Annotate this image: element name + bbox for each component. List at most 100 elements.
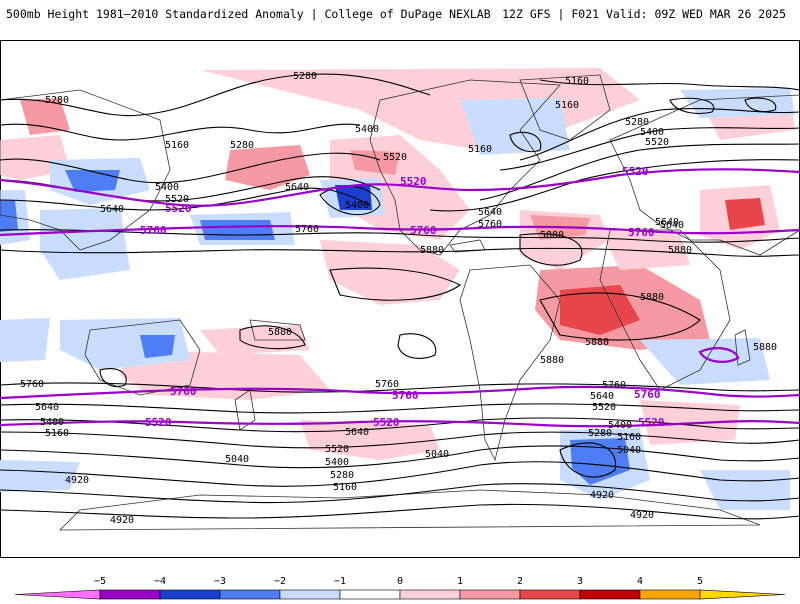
contour-label: 5880 bbox=[540, 230, 564, 241]
contour-line bbox=[0, 152, 381, 184]
model-run-info: 12Z GFS | F021 Valid: 09Z WED MAR 26 202… bbox=[502, 7, 786, 21]
colorbar-tick-label: −1 bbox=[334, 576, 346, 587]
contour-label: 5880 bbox=[585, 337, 609, 348]
contour-line bbox=[0, 382, 800, 393]
anomaly-negative-shade bbox=[200, 220, 275, 240]
contour-label-highlight: 5520 bbox=[373, 416, 400, 429]
contour-label: 5520 bbox=[645, 137, 669, 148]
colorbar-svg: −5 −4 −3 −2 −1 0 1 2 3 4 5 bbox=[14, 576, 786, 600]
anomaly-negative-shade bbox=[570, 438, 630, 485]
coastline-eurasia bbox=[609, 94, 800, 256]
contour-label: 5880 bbox=[540, 355, 564, 366]
contour-label: 5760 bbox=[602, 380, 626, 391]
contour-label-highlight: 5760 bbox=[170, 385, 197, 398]
colorbar-segment bbox=[459, 589, 521, 600]
colorbar-tick-label: 5 bbox=[697, 576, 703, 587]
contour-label: 5280 bbox=[45, 95, 69, 106]
contour-line bbox=[559, 442, 617, 478]
contour-label: 5400 bbox=[345, 200, 369, 211]
contour-label-highlight: 5760 bbox=[628, 226, 655, 239]
colorbar-tick-label: 1 bbox=[457, 576, 463, 587]
anomaly-negative-shade bbox=[0, 200, 18, 232]
contour-label: 5160 bbox=[555, 100, 579, 111]
contour-line bbox=[329, 267, 462, 301]
coastline-antarctica bbox=[59, 489, 761, 531]
anomaly-positive-shade bbox=[300, 420, 440, 460]
contour-label: 5040 bbox=[225, 454, 249, 465]
contour-label: 5760 bbox=[295, 224, 319, 235]
contour-label-highlight: 5760 bbox=[634, 388, 661, 401]
anomaly-negative-shade bbox=[460, 98, 570, 155]
contour-line bbox=[429, 159, 800, 212]
contour-line bbox=[0, 229, 800, 243]
anomaly-positive-shade bbox=[225, 145, 310, 190]
contour-5520-south bbox=[0, 420, 800, 428]
contour-label: 5040 bbox=[425, 449, 449, 460]
contour-label: 4920 bbox=[590, 490, 614, 501]
anomaly-negative-shade bbox=[0, 460, 80, 492]
anomaly-negative-shade bbox=[40, 208, 130, 280]
coastline-islands bbox=[249, 319, 306, 341]
contour-line bbox=[539, 292, 701, 341]
contour-label: 5640 bbox=[590, 391, 614, 402]
contour-label: 5280 bbox=[588, 428, 612, 439]
contour-label-highlight: 5760 bbox=[410, 224, 437, 237]
contour-label: 5280 bbox=[230, 140, 254, 151]
contour-label-highlight: 5520 bbox=[638, 416, 665, 429]
contour-label: 5880 bbox=[640, 292, 664, 303]
contour-line bbox=[0, 73, 431, 117]
contour-label: 5640 bbox=[285, 182, 309, 193]
contour-label-highlight: 5520 bbox=[400, 175, 427, 188]
contour-line bbox=[669, 97, 715, 115]
contour-label: 5640 bbox=[660, 220, 684, 231]
contour-label: 5880 bbox=[268, 327, 292, 338]
anomaly-positive-shade bbox=[320, 240, 460, 305]
colorbar-tick-label: 4 bbox=[637, 576, 643, 587]
coastline-asia-west bbox=[0, 89, 171, 251]
coastline-north-america bbox=[369, 79, 561, 256]
contour-label: 4920 bbox=[630, 510, 654, 521]
contour-label-highlight: 5520 bbox=[622, 165, 649, 178]
contour-5760-south bbox=[0, 385, 800, 400]
highlight-contours bbox=[0, 168, 800, 428]
colorbar-segment bbox=[579, 589, 641, 600]
contour-label: 5880 bbox=[753, 342, 777, 353]
contour-5760-north bbox=[0, 225, 800, 237]
anomaly-positive-shade bbox=[350, 150, 400, 175]
colorbar-tick-label: 0 bbox=[397, 576, 403, 587]
anomaly-negative-shade bbox=[65, 170, 120, 192]
anomaly-negative-shade bbox=[680, 88, 795, 118]
title-bar: 500mb Height 1981–2010 Standardized Anom… bbox=[0, 0, 800, 30]
contour-label: 5640 bbox=[655, 217, 679, 228]
contour-line bbox=[0, 503, 800, 520]
colorbar-segment bbox=[279, 589, 341, 600]
contour-line bbox=[509, 131, 542, 153]
contour-label: 5160 bbox=[333, 482, 357, 493]
contour-label: 4920 bbox=[110, 515, 134, 526]
colorbar-segments bbox=[14, 589, 786, 600]
contour-label: 5400 bbox=[325, 457, 349, 468]
map-panel: 5280 5160 5160 5280 5160 5280 5400 5520 … bbox=[0, 40, 800, 558]
contour-label-highlight: 5760 bbox=[140, 224, 167, 237]
anomaly-negative-shade bbox=[140, 335, 175, 358]
contour-label: 5760 bbox=[478, 219, 502, 230]
contour-label-highlight: 5520 bbox=[165, 202, 192, 215]
colorbar-segment bbox=[699, 589, 786, 600]
contour-label: 5520 bbox=[592, 402, 616, 413]
colorbar-segment bbox=[399, 589, 461, 600]
coastline-africa bbox=[599, 229, 731, 391]
colorbar-tick-label: −2 bbox=[274, 576, 286, 587]
anomaly-colorbar: −5 −4 −3 −2 −1 0 1 2 3 4 5 bbox=[0, 570, 800, 600]
contour-label: 5160 bbox=[165, 140, 189, 151]
colorbar-segment bbox=[639, 589, 701, 600]
contour-label: 5520 bbox=[383, 152, 407, 163]
contour-label: 5520 bbox=[325, 444, 349, 455]
contour-5520-north bbox=[0, 168, 800, 207]
contour-label: 5280 bbox=[625, 117, 649, 128]
contour-line bbox=[0, 123, 361, 141]
contour-line bbox=[0, 483, 800, 504]
highlight-labels: 5520 5520 5520 5760 5760 5760 5760 5760 … bbox=[140, 165, 665, 429]
contour-label: 5880 bbox=[668, 245, 692, 256]
contour-label: 5280 bbox=[330, 470, 354, 481]
contour-label: 5400 bbox=[640, 127, 664, 138]
